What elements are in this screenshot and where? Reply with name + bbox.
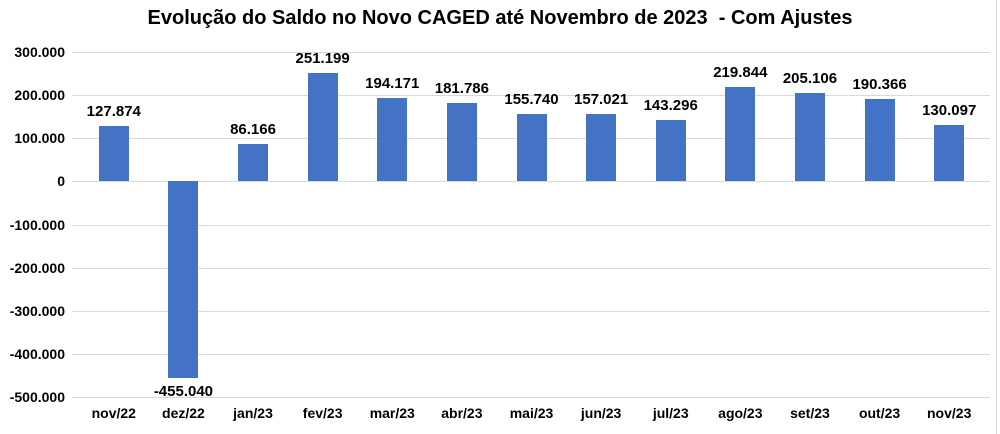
y-axis-tick-label: 0 (57, 173, 65, 190)
gridline (72, 267, 990, 269)
bar-abr/23 (446, 102, 477, 182)
bar-fev/23 (307, 73, 338, 182)
x-axis-tick-label-set/23: set/23 (790, 405, 830, 421)
data-label-mar/23: 194.171 (365, 74, 420, 92)
data-label-jul/23: 143.296 (643, 96, 698, 114)
y-axis-tick-label: -500.000 (9, 389, 65, 405)
zero-gridline (72, 181, 990, 183)
gridline (72, 397, 990, 398)
data-label-abr/23: 181.786 (434, 79, 489, 97)
bar-set/23 (794, 92, 825, 182)
gridline (72, 310, 990, 312)
bar-jan/23 (238, 144, 269, 182)
bar-jul/23 (655, 119, 686, 182)
data-label-nov/22: 127.874 (86, 103, 141, 121)
y-axis-tick-label: 100.000 (14, 130, 65, 147)
gridline (72, 52, 990, 53)
x-axis-tick-label-mar/23: mar/23 (369, 405, 415, 421)
data-label-out/23: 190.366 (852, 76, 907, 94)
data-label-ago/23: 219.844 (713, 63, 768, 81)
bar-out/23 (864, 99, 895, 182)
gridline (72, 95, 990, 97)
x-axis-tick-label-nov/23: nov/23 (927, 405, 972, 421)
x-axis-tick-label-mai/23: mai/23 (509, 405, 554, 421)
y-axis-tick-label: 300.000 (14, 44, 65, 60)
bar-jun/23 (586, 113, 617, 182)
x-axis-tick-label-jul/23: jul/23 (652, 405, 689, 421)
y-axis-tick-label: -400.000 (9, 345, 65, 362)
y-axis-tick-label: 200.000 (14, 87, 65, 104)
bar-mai/23 (516, 114, 547, 182)
data-label-jan/23: 86.166 (230, 121, 276, 139)
chart-right-border (996, 0, 997, 434)
data-label-dez/22: -455.040 (153, 382, 214, 400)
bar-nov/23 (934, 125, 965, 182)
bar-ago/23 (725, 86, 756, 182)
chart-title: Evolução do Saldo no Novo CAGED até Nove… (147, 7, 853, 29)
x-axis-tick-label-fev/23: fev/23 (302, 405, 343, 421)
x-axis-tick-label-jun/23: jun/23 (580, 405, 622, 421)
data-label-nov/23: 130.097 (922, 102, 977, 120)
x-axis-tick-label-dez/22: dez/22 (162, 405, 205, 421)
x-axis-tick-label-ago/23: ago/23 (718, 405, 763, 421)
bar-dez/22 (168, 181, 199, 378)
x-axis-tick-label-abr/23: abr/23 (441, 405, 483, 421)
data-label-fev/23: 251.199 (295, 50, 350, 68)
x-axis-tick-label-jan/23: jan/23 (233, 405, 273, 421)
data-label-jun/23: 157.021 (573, 90, 629, 108)
x-axis-tick-label-out/23: out/23 (858, 405, 901, 421)
gridline (72, 224, 990, 226)
bar-mar/23 (377, 97, 408, 182)
y-axis-tick-label: -300.000 (9, 302, 65, 319)
y-axis-tick-label: -200.000 (9, 259, 65, 276)
data-label-set/23: 205.106 (782, 69, 838, 87)
y-axis-tick-label: -100.000 (9, 216, 65, 233)
x-axis-tick-label-nov/22: nov/22 (91, 405, 136, 421)
bar-nov/22 (98, 126, 129, 182)
data-label-mai/23: 155.740 (504, 91, 559, 109)
gridline (72, 353, 990, 355)
